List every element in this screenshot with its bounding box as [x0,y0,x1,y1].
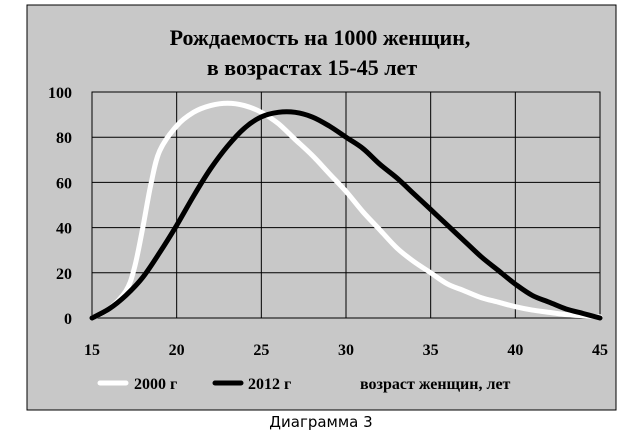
legend-label-2000: 2000 г [134,376,177,393]
series-group [89,100,603,321]
legend-label-2012: 2012 г [248,376,291,393]
chart: 15 20 25 30 35 40 45 0 20 40 60 80 100 Рождаемость … [26,4,617,411]
x-tick-label: 45 [592,342,608,359]
x-axis: 15 20 25 30 35 40 45 [84,342,608,359]
x-tick-label: 20 [169,342,185,359]
series-line-0 [89,100,603,321]
chart-title-line2: в возрастах 15-45 лет [207,55,417,80]
y-tick-label: 100 [48,85,72,102]
x-tick-label: 30 [338,342,354,359]
x-axis-label: возраст женщин, лет [360,376,511,393]
x-tick-label: 25 [253,342,269,359]
figure-caption: Диаграмма 3 [269,413,373,431]
y-tick-label: 40 [56,221,72,238]
x-tick-label: 40 [507,342,523,359]
y-axis: 0 20 40 60 80 100 [48,85,72,328]
y-tick-label: 60 [56,175,72,192]
x-tick-label: 15 [84,342,100,359]
series-line-1 [89,109,603,321]
legend: 2000 г 2012 г возраст женщин, лет [97,376,511,393]
x-tick-label: 35 [423,342,439,359]
y-tick-label: 80 [56,130,72,147]
chart-title-line1: Рождаемость на 1000 женщин, [170,25,471,50]
y-tick-label: 0 [64,311,72,328]
y-tick-label: 20 [56,266,72,283]
